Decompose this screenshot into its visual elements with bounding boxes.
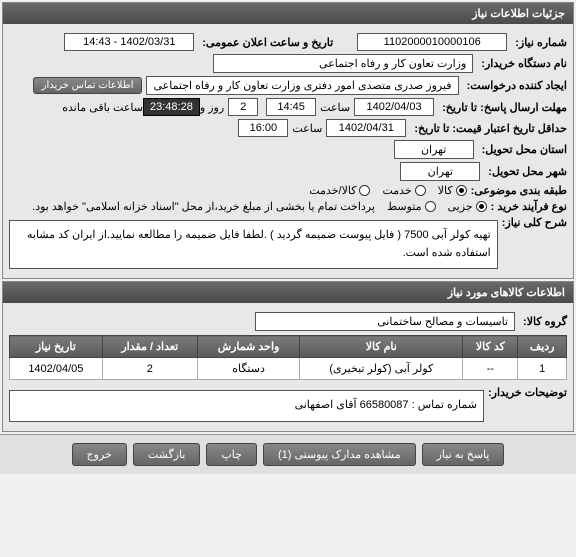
panel1-header: جزئیات اطلاعات نیاز	[3, 3, 573, 24]
deadline-days: 2	[228, 98, 258, 116]
class-radio-خدمت[interactable]: خدمت	[382, 184, 425, 197]
table-cell: کولر آبی (کولر تبخیری)	[300, 358, 463, 380]
group-label: گروه کالا:	[523, 315, 567, 328]
process-radio-group: جزیی متوسط	[387, 200, 487, 213]
back-button[interactable]: بازگشت	[133, 443, 201, 466]
city-value: تهران	[400, 162, 480, 181]
radio-label: کالا/خدمت	[309, 184, 356, 197]
print-button[interactable]: چاپ	[206, 443, 257, 466]
table-header: نام کالا	[300, 336, 463, 358]
reply-button[interactable]: پاسخ به نیاز	[422, 443, 505, 466]
need-no-label: شماره نیاز:	[515, 36, 567, 49]
rooz-label: روز و	[200, 101, 224, 114]
need-no-value: 1102000010000106	[357, 33, 507, 51]
table-header: تاریخ نیاز	[10, 336, 103, 358]
panel2-header: اطلاعات کالاهای مورد نیاز	[3, 282, 573, 303]
radio-dot-icon	[359, 185, 370, 196]
valid-label: حداقل تاریخ اعتبار قیمت: تا تاریخ:	[414, 122, 567, 135]
table-cell: --	[463, 358, 518, 380]
deadline-time: 14:45	[266, 98, 316, 116]
countdown-value: 23:48:28	[143, 98, 200, 116]
radio-dot-icon	[425, 201, 436, 212]
button-bar: پاسخ به نیاز مشاهده مدارک پیوستی (1) چاپ…	[0, 434, 576, 474]
radio-dot-icon	[415, 185, 426, 196]
process-label: نوع فرآیند خرید :	[491, 200, 567, 213]
table-cell: 2	[102, 358, 197, 380]
radio-label: کالا	[438, 184, 453, 197]
buyer-value: وزارت تعاون کار و رفاه اجتماعی	[213, 54, 473, 73]
valid-time: 16:00	[238, 119, 288, 137]
radio-dot-icon	[456, 185, 467, 196]
table-row[interactable]: 1--کولر آبی (کولر تبخیری)دستگاه21402/04/…	[10, 358, 567, 380]
class-label: طبقه بندی موضوعی:	[471, 184, 567, 197]
creator-label: ایجاد کننده درخواست:	[467, 79, 567, 92]
buyer-note-label: توضیحات خریدار:	[488, 386, 567, 399]
goods-panel: اطلاعات کالاهای مورد نیاز گروه کالا: تاس…	[2, 281, 574, 432]
class-radio-کالا[interactable]: کالا	[438, 184, 467, 197]
process-radio-جزیی[interactable]: جزیی	[448, 200, 487, 213]
panel2-body: گروه کالا: تاسیسات و مصالح ساختمانی ردیف…	[3, 303, 573, 431]
city-label: شهر محل تحویل:	[488, 165, 567, 178]
need-details-panel: جزئیات اطلاعات نیاز شماره نیاز: 11020000…	[2, 2, 574, 279]
buyer-note-box: شماره تماس : 66580087 آقای اصفهانی	[9, 390, 484, 422]
description-box: تهیه کولر آبی 7500 ( فایل پیوست ضمیمه گر…	[9, 220, 498, 269]
exit-button[interactable]: خروج	[72, 443, 127, 466]
process-radio-متوسط[interactable]: متوسط	[387, 200, 436, 213]
deadline-date: 1402/04/03	[354, 98, 434, 116]
radio-label: متوسط	[387, 200, 422, 213]
table-cell: 1	[518, 358, 567, 380]
desc-title-label: شرح کلی نیاز:	[502, 216, 567, 229]
contact-buyer-button[interactable]: اطلاعات تماس خریدار	[33, 77, 143, 94]
class-radio-کالا/خدمت[interactable]: کالا/خدمت	[309, 184, 370, 197]
buyer-label: نام دستگاه خریدار:	[481, 57, 567, 70]
table-header: واحد شمارش	[197, 336, 299, 358]
class-radio-group: کالا خدمت کالا/خدمت	[309, 184, 466, 197]
valid-date: 1402/04/31	[326, 119, 406, 137]
remain-label: ساعت باقی مانده	[62, 101, 143, 114]
radio-label: جزیی	[448, 200, 473, 213]
saat-label-1: ساعت	[320, 101, 350, 114]
pay-note: پرداخت تمام یا بخشی از مبلغ خرید،از محل …	[32, 200, 375, 213]
panel1-body: شماره نیاز: 1102000010000106 تاریخ و ساع…	[3, 24, 573, 278]
creator-value: فیروز صدری متصدی امور دفتری وزارت تعاون …	[146, 76, 458, 95]
table-header: کد کالا	[463, 336, 518, 358]
table-header: ردیف	[518, 336, 567, 358]
attachments-button[interactable]: مشاهده مدارک پیوستی (1)	[263, 443, 416, 466]
group-value: تاسیسات و مصالح ساختمانی	[255, 312, 515, 331]
deadline-label: مهلت ارسال پاسخ: تا تاریخ:	[442, 101, 567, 114]
announce-value: 1402/03/31 - 14:43	[64, 33, 194, 51]
radio-label: خدمت	[382, 184, 411, 197]
radio-dot-icon	[476, 201, 487, 212]
loc-label: استان محل تحویل:	[482, 143, 567, 156]
goods-table: ردیفکد کالانام کالاواحد شمارشتعداد / مقد…	[9, 335, 567, 380]
table-cell: 1402/04/05	[10, 358, 103, 380]
loc-value: تهران	[394, 140, 474, 159]
saat-label-2: ساعت	[292, 122, 322, 135]
announce-label: تاریخ و ساعت اعلان عمومی:	[202, 36, 333, 49]
table-header: تعداد / مقدار	[102, 336, 197, 358]
table-cell: دستگاه	[197, 358, 299, 380]
